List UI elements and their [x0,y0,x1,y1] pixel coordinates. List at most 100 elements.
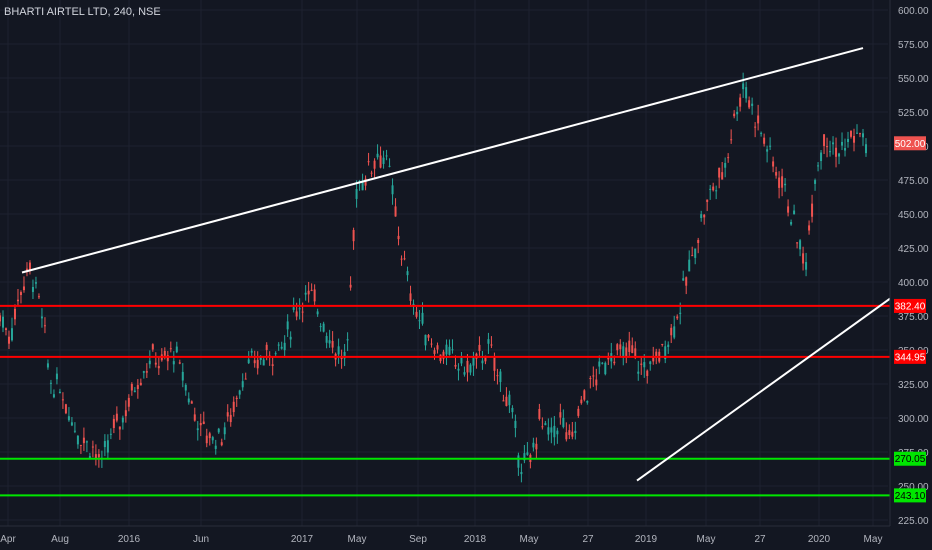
candle [829,140,832,157]
candle [46,359,49,370]
candle [241,373,244,391]
candle [277,342,280,351]
candle [184,383,187,396]
candle [664,340,667,364]
candle [805,252,808,277]
candle [775,166,778,179]
candle [19,290,22,304]
candle [682,270,685,281]
candle [607,352,610,365]
candle [283,335,286,358]
price-label-resistance: 382.40 [894,298,926,313]
candle [199,413,202,437]
candle [154,352,157,368]
y-tick-label: 475.00 [898,176,929,187]
candle [802,246,805,271]
candle [631,337,634,354]
candle [697,237,700,254]
candle [736,106,739,121]
candle [409,285,412,307]
candle [70,416,73,427]
candle [730,129,733,144]
candle [556,427,559,444]
candle [580,395,583,405]
candle [703,214,706,225]
candle [643,354,646,378]
candle [619,339,622,357]
candle [229,408,232,427]
candle [7,330,10,349]
candle [649,360,652,371]
y-tick-label: 300.00 [898,414,929,425]
candle [238,389,241,399]
trendline[interactable] [636,267,932,482]
candle [694,248,697,265]
candle [355,180,358,208]
candle [667,341,670,354]
candle [379,146,382,169]
candle [490,336,493,349]
candle [478,336,481,356]
candle [808,220,811,235]
candle [499,368,502,392]
candle [685,276,688,295]
candle [811,194,814,223]
candle [61,392,64,409]
candle [823,134,826,155]
candle [778,171,781,199]
svg-text:270.05: 270.05 [895,454,926,465]
candle [754,122,757,138]
candle [766,145,769,163]
candle [517,452,520,476]
candle [349,276,352,291]
candle [124,400,127,423]
x-tick-label: 2016 [118,534,141,545]
candle [31,279,34,299]
x-tick-label: May [864,534,883,545]
candle [793,204,796,215]
candle [34,276,37,289]
candle [601,361,604,365]
candle [43,317,46,334]
candle [541,417,544,430]
candle [397,226,400,246]
candle [370,170,373,178]
candle [796,242,799,249]
y-tick-label: 600.00 [898,6,929,17]
candle [325,332,328,349]
candle [817,162,820,172]
candle [622,341,625,366]
candle [862,128,865,146]
candle [400,255,403,266]
candle [304,285,307,301]
candle [544,420,547,426]
candle [583,389,586,402]
price-label-support: 243.10 [894,488,926,503]
time-axis[interactable] [0,526,890,550]
candle [235,395,238,407]
y-tick-label: 550.00 [898,74,929,85]
candle [826,137,829,158]
candle [415,306,418,319]
x-tick-label: Aug [51,534,69,545]
candle [763,133,766,147]
candle [457,363,460,381]
candle [559,403,562,425]
candle [724,157,727,178]
candle [73,422,76,434]
candle [88,452,91,459]
candle [388,158,391,168]
candle [406,266,409,282]
y-tick-label: 325.00 [898,380,929,391]
candle [523,444,526,464]
candle [790,219,793,226]
candle [616,343,619,356]
candle [547,418,550,441]
candle [652,346,655,365]
candle [118,426,121,440]
candle [637,360,640,381]
candle [853,128,856,152]
trendline[interactable] [21,47,864,274]
candle [331,331,334,354]
